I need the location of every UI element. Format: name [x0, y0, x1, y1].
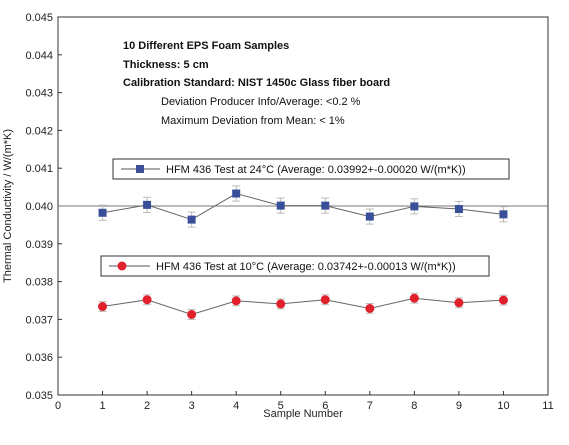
x-tick-label: 11	[542, 400, 553, 412]
x-tick-label: 2	[144, 400, 150, 412]
x-tick-label: 7	[367, 400, 373, 412]
data-point-circle	[365, 303, 375, 313]
x-tick-label: 6	[322, 400, 328, 412]
data-point-square	[98, 208, 107, 217]
data-point-circle	[498, 295, 508, 305]
x-tick-label: 4	[233, 400, 239, 412]
legend-10c-box	[100, 255, 490, 277]
y-tick-label: 0.037	[25, 314, 53, 326]
annotation-calibration: Calibration Standard: NIST 1450c Glass f…	[123, 77, 390, 89]
y-tick-label: 0.043	[25, 88, 53, 100]
annotation-deviation-producer: Deviation Producer Info/Average: <0.2 %	[161, 96, 361, 108]
y-tick-label: 0.038	[25, 277, 53, 289]
x-tick-label: 0	[55, 400, 61, 412]
data-point-circle	[231, 296, 241, 306]
legend-24c-marker	[136, 165, 144, 173]
y-tick-label: 0.045	[25, 12, 53, 24]
legend-24c-box	[112, 158, 510, 180]
legend-10c: HFM 436 Test at 10°C (Average: 0.03742+-…	[100, 255, 490, 277]
series-2	[98, 292, 508, 320]
x-tick-label: 8	[411, 400, 417, 412]
data-point-square	[410, 202, 419, 211]
data-point-circle	[98, 302, 108, 312]
data-point-circle	[187, 309, 197, 319]
data-point-square	[454, 205, 463, 214]
data-point-square	[143, 200, 152, 209]
series-line	[102, 192, 504, 221]
x-tick-label: 3	[189, 400, 195, 412]
data-point-circle	[320, 295, 330, 305]
legend-10c-marker	[117, 261, 127, 271]
axis-ticks: 0 1 2 3 4 5 6 7 8 9 10 11 0.035 0.036 0.037 0.038 0.039 0…	[25, 12, 553, 412]
data-point-circle	[276, 299, 286, 309]
x-tick-label: 5	[278, 400, 284, 412]
data-point-square	[321, 201, 330, 210]
annotation-thickness: Thickness: 5 cm	[123, 59, 209, 71]
data-point-square	[365, 212, 374, 221]
y-tick-label: 0.041	[25, 163, 53, 175]
y-axis-title: Thermal Conductivity / W/(m*K)	[2, 129, 14, 283]
y-tick-label: 0.036	[25, 352, 53, 364]
data-point-circle	[409, 293, 419, 303]
x-axis-title: Sample Number	[263, 408, 343, 420]
data-point-circle	[454, 298, 464, 308]
x-tick-label: 10	[497, 400, 509, 412]
legend-24c: HFM 436 Test at 24°C (Average: 0.03992+-…	[112, 158, 510, 180]
data-point-square	[499, 210, 508, 219]
x-tick-label: 9	[456, 400, 462, 412]
data-point-circle	[142, 295, 152, 305]
y-tick-label: 0.040	[25, 201, 53, 213]
data-point-square	[276, 201, 285, 210]
y-tick-label: 0.035	[25, 390, 53, 402]
legend-24c-label: HFM 436 Test at 24°C (Average: 0.03992+-…	[166, 164, 466, 176]
x-tick-label: 1	[99, 400, 105, 412]
data-point-square	[232, 189, 241, 198]
annotation-title: 10 Different EPS Foam Samples	[123, 40, 289, 52]
annotation-maximum-deviation: Maximum Deviation from Mean: < 1%	[161, 115, 345, 127]
y-tick-label: 0.044	[25, 50, 53, 62]
y-tick-label: 0.042	[25, 125, 53, 137]
series-1	[98, 185, 508, 228]
data-point-square	[187, 215, 196, 224]
series-layer	[98, 185, 508, 320]
legend-10c-label: HFM 436 Test at 10°C (Average: 0.03742+-…	[156, 261, 456, 273]
series-line	[102, 297, 504, 316]
y-tick-label: 0.039	[25, 239, 53, 251]
